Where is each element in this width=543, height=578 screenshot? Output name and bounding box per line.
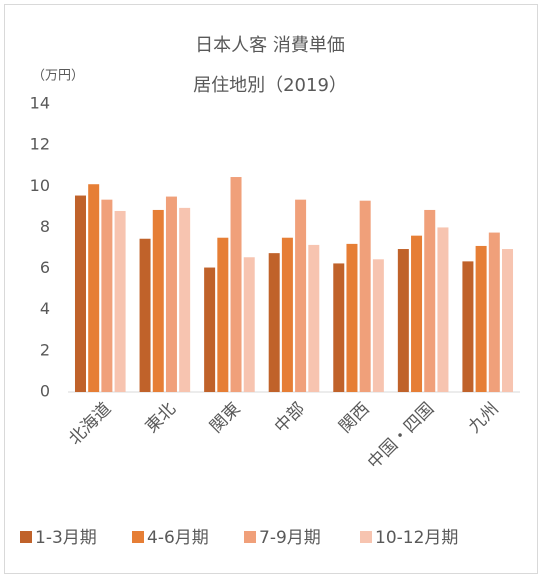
y-tick-label: 14 [30, 94, 50, 113]
legend-label: 7-9月期 [259, 528, 321, 548]
bar [308, 244, 320, 392]
bar [152, 209, 164, 392]
bar [139, 238, 151, 392]
legend-swatch [132, 531, 144, 543]
bar [424, 209, 436, 392]
y-tick-label: 8 [40, 217, 50, 236]
y-tick-label: 2 [40, 340, 50, 359]
bar [230, 177, 242, 392]
bar [88, 184, 100, 392]
bar [462, 261, 474, 392]
bar [295, 199, 307, 392]
chart-title: 日本人客 消費単価 [195, 35, 345, 56]
y-tick-label: 0 [40, 382, 50, 401]
legend-swatch [360, 531, 372, 543]
legend-swatch [244, 531, 256, 543]
bar [346, 243, 358, 392]
bar [165, 196, 177, 392]
legend-label: 10-12月期 [375, 528, 458, 548]
bar [243, 257, 255, 392]
bar [359, 200, 371, 392]
bar [411, 235, 423, 392]
bar [179, 207, 191, 392]
legend-swatch [20, 531, 32, 543]
bar [437, 227, 449, 392]
legend-label: 1-3月期 [35, 528, 97, 548]
bar [475, 245, 487, 392]
bar [74, 195, 86, 392]
bar [114, 210, 126, 392]
bar [101, 199, 113, 392]
legend-label: 4-6月期 [147, 528, 209, 548]
y-tick-label: 10 [30, 176, 50, 195]
bar [217, 237, 229, 392]
chart-subtitle: 居住地別（2019） [193, 75, 347, 96]
y-tick-label: 12 [30, 135, 50, 154]
bar [488, 232, 500, 392]
y-tick-label: 6 [40, 258, 50, 277]
bar [333, 263, 345, 392]
bar [204, 267, 216, 392]
bar [268, 253, 280, 392]
bar [397, 249, 409, 392]
y-tick-label: 4 [40, 299, 50, 318]
bar [502, 249, 514, 392]
y-axis-label: （万円） [32, 69, 84, 84]
bar [281, 237, 293, 392]
bar [372, 259, 384, 392]
